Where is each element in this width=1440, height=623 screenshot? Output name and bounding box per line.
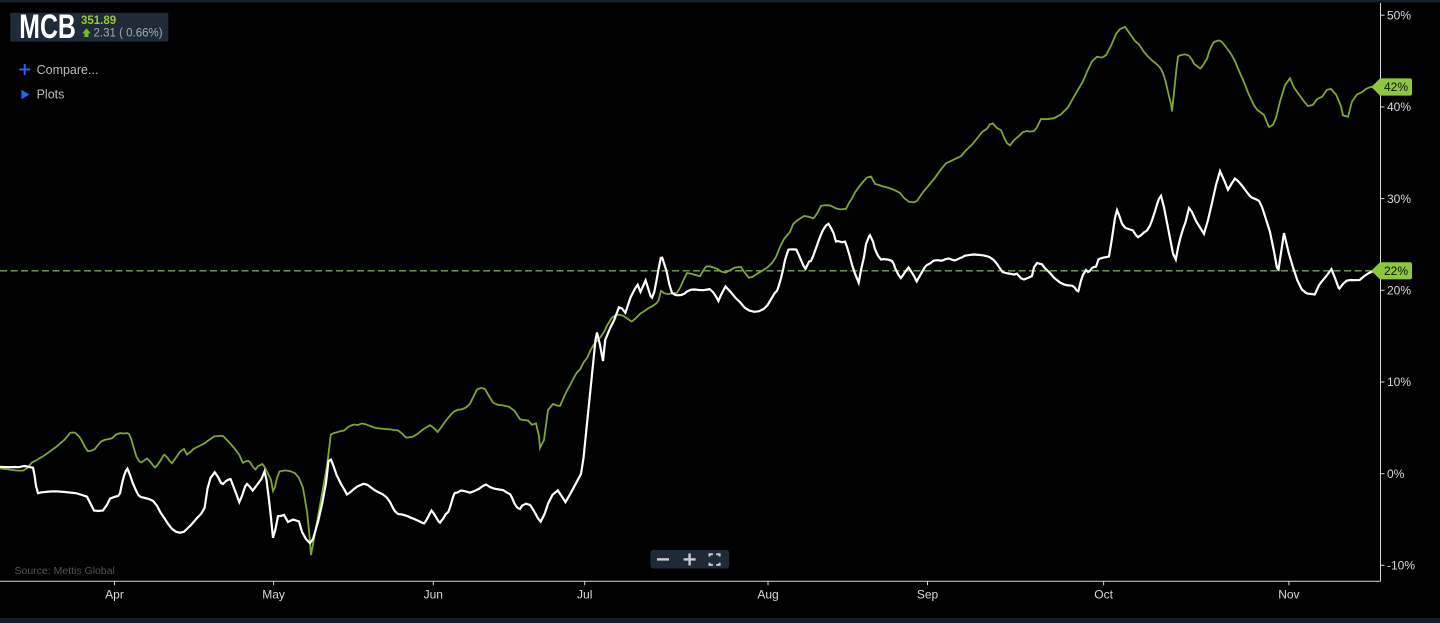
svg-text:40%: 40%	[1387, 100, 1411, 114]
svg-text:-10%: -10%	[1387, 559, 1415, 573]
svg-text:42%: 42%	[1384, 80, 1408, 94]
svg-text:10%: 10%	[1387, 375, 1411, 389]
svg-text:30%: 30%	[1387, 192, 1411, 206]
svg-text:Plots: Plots	[37, 88, 65, 102]
svg-text:Source: Mettis Global: Source: Mettis Global	[15, 565, 115, 577]
svg-text:2.31 ( 0.66%): 2.31 ( 0.66%)	[94, 28, 163, 40]
svg-text:Apr: Apr	[105, 588, 124, 602]
svg-text:50%: 50%	[1387, 8, 1411, 22]
svg-text:Nov: Nov	[1278, 588, 1299, 602]
svg-text:20%: 20%	[1387, 284, 1411, 298]
svg-text:0%: 0%	[1387, 467, 1405, 481]
svg-text:Jun: Jun	[424, 588, 443, 602]
svg-text:Sep: Sep	[917, 588, 939, 602]
svg-text:May: May	[262, 588, 285, 602]
svg-text:MCB: MCB	[19, 9, 76, 47]
svg-text:22%: 22%	[1384, 264, 1408, 278]
svg-text:Aug: Aug	[757, 588, 778, 602]
svg-text:Jul: Jul	[577, 588, 592, 602]
svg-text:351.89: 351.89	[81, 15, 116, 27]
svg-text:Compare...: Compare...	[37, 63, 99, 77]
svg-text:Oct: Oct	[1094, 588, 1113, 602]
